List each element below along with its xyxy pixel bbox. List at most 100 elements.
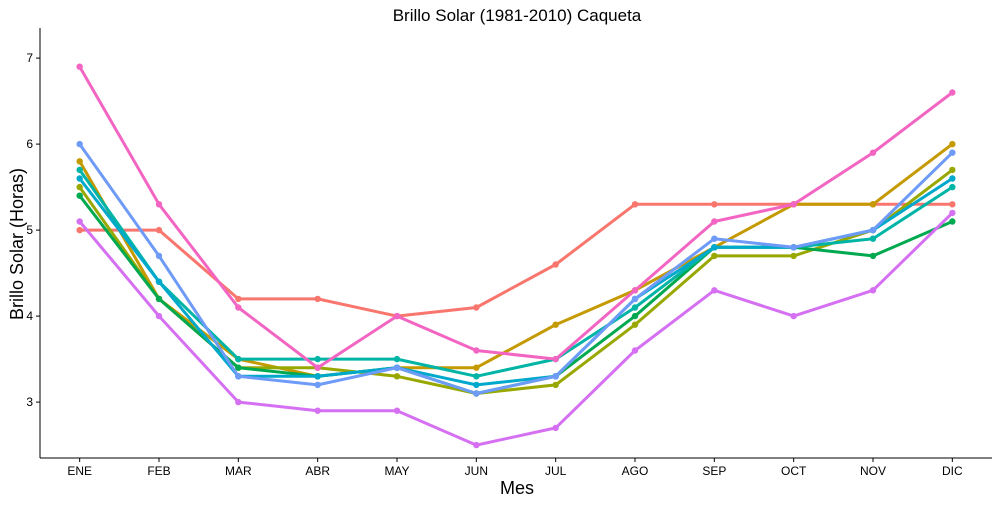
data-point bbox=[711, 287, 718, 294]
series-line bbox=[78, 211, 954, 447]
data-point bbox=[76, 218, 83, 225]
series-2 bbox=[76, 140, 956, 380]
x-tick-label: OCT bbox=[781, 464, 807, 478]
data-point bbox=[393, 407, 401, 414]
data-point bbox=[76, 175, 83, 182]
data-point bbox=[473, 441, 480, 449]
data-point bbox=[393, 364, 401, 371]
y-tick-label: 4 bbox=[26, 309, 33, 323]
data-point bbox=[76, 192, 83, 199]
data-point bbox=[711, 244, 718, 251]
series-3 bbox=[76, 166, 956, 397]
data-point bbox=[393, 355, 401, 363]
data-point bbox=[869, 149, 877, 156]
data-point bbox=[869, 226, 877, 234]
data-point bbox=[790, 252, 797, 260]
data-point bbox=[76, 226, 83, 234]
data-point bbox=[473, 381, 480, 389]
series-4 bbox=[76, 192, 956, 397]
x-tick-label: SEP bbox=[702, 464, 726, 478]
data-point bbox=[473, 390, 480, 397]
x-tick-label: MAR bbox=[225, 464, 252, 478]
y-tick-label: 7 bbox=[26, 51, 33, 65]
data-point bbox=[949, 183, 956, 191]
x-tick-label: ABR bbox=[305, 464, 330, 478]
data-point bbox=[314, 295, 321, 303]
series-9 bbox=[76, 63, 956, 371]
data-point bbox=[869, 252, 877, 260]
data-point bbox=[76, 63, 83, 70]
series-1 bbox=[76, 201, 956, 320]
data-point bbox=[235, 373, 242, 380]
axes: 3 4 5 6 7 ENE FEB MAR ABR MAY JUN JUL AGO SEP OCT NOV DI… bbox=[26, 28, 992, 478]
data-point bbox=[235, 355, 242, 363]
data-point bbox=[155, 312, 163, 320]
series-8 bbox=[76, 209, 956, 449]
series-line bbox=[78, 202, 954, 318]
data-point bbox=[631, 321, 639, 328]
data-point bbox=[869, 235, 877, 242]
data-point bbox=[235, 398, 242, 406]
data-point bbox=[314, 381, 321, 389]
series-line bbox=[78, 142, 954, 378]
data-point bbox=[552, 373, 559, 380]
data-point bbox=[473, 347, 480, 354]
data-point bbox=[711, 252, 718, 260]
data-point bbox=[949, 140, 956, 148]
series-line bbox=[78, 65, 954, 370]
data-point bbox=[790, 312, 797, 320]
data-point bbox=[949, 201, 956, 208]
series-line bbox=[78, 142, 954, 395]
y-tick-label: 5 bbox=[26, 223, 33, 237]
data-point bbox=[631, 312, 639, 320]
data-point bbox=[473, 373, 480, 380]
data-point bbox=[790, 201, 797, 208]
data-point bbox=[235, 304, 242, 311]
data-point bbox=[393, 312, 401, 320]
data-point bbox=[552, 381, 559, 389]
y-axis-label: Brillo Solar (Horas) bbox=[7, 168, 27, 320]
data-point bbox=[631, 347, 639, 354]
chart-title: Brillo Solar (1981-2010) Caqueta bbox=[393, 6, 642, 25]
x-tick-label: NOV bbox=[860, 464, 886, 478]
y-tick-label: 3 bbox=[26, 395, 33, 409]
data-point bbox=[631, 201, 639, 208]
x-tick-label: FEB bbox=[147, 464, 170, 478]
x-axis-label: Mes bbox=[500, 478, 534, 498]
data-point bbox=[552, 355, 559, 363]
data-point bbox=[949, 149, 956, 156]
data-point bbox=[235, 364, 242, 371]
series-layer bbox=[76, 63, 956, 449]
data-point bbox=[552, 321, 559, 328]
data-point bbox=[393, 373, 401, 380]
data-point bbox=[76, 158, 83, 165]
data-point bbox=[949, 218, 956, 225]
data-point bbox=[949, 166, 956, 174]
data-point bbox=[314, 373, 321, 380]
data-point bbox=[552, 424, 559, 432]
data-point bbox=[473, 304, 480, 311]
x-tick-label: DIC bbox=[942, 464, 963, 478]
data-point bbox=[949, 209, 956, 217]
data-point bbox=[711, 201, 718, 208]
data-point bbox=[76, 183, 83, 191]
data-point bbox=[155, 252, 163, 260]
series-line bbox=[78, 194, 954, 395]
x-tick-label: MAY bbox=[384, 464, 409, 478]
y-tick-label: 6 bbox=[26, 137, 33, 151]
data-point bbox=[631, 287, 639, 294]
data-point bbox=[76, 166, 83, 174]
data-point bbox=[314, 407, 321, 414]
data-point bbox=[473, 364, 480, 371]
data-point bbox=[631, 295, 639, 303]
data-point bbox=[869, 287, 877, 294]
x-tick-label: ENE bbox=[67, 464, 92, 478]
data-point bbox=[235, 295, 242, 303]
x-tick-label: AGO bbox=[622, 464, 649, 478]
data-point bbox=[155, 226, 163, 234]
data-point bbox=[155, 295, 163, 303]
data-point bbox=[949, 175, 956, 182]
data-point bbox=[949, 89, 956, 96]
